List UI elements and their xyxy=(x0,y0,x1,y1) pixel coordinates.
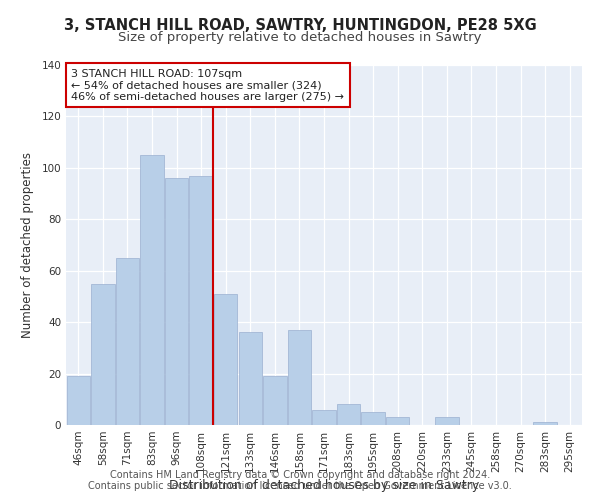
Bar xyxy=(386,418,409,425)
Text: 3, STANCH HILL ROAD, SAWTRY, HUNTINGDON, PE28 5XG: 3, STANCH HILL ROAD, SAWTRY, HUNTINGDON,… xyxy=(64,18,536,32)
Bar xyxy=(116,258,139,425)
Bar xyxy=(361,412,385,425)
Bar xyxy=(67,376,90,425)
Bar xyxy=(533,422,557,425)
Bar xyxy=(140,155,164,425)
Text: Size of property relative to detached houses in Sawtry: Size of property relative to detached ho… xyxy=(118,31,482,44)
Text: 3 STANCH HILL ROAD: 107sqm
← 54% of detached houses are smaller (324)
46% of sem: 3 STANCH HILL ROAD: 107sqm ← 54% of deta… xyxy=(71,68,344,102)
Bar xyxy=(288,330,311,425)
Text: Contains public sector information licensed under the Open Government Licence v3: Contains public sector information licen… xyxy=(88,481,512,491)
Bar xyxy=(165,178,188,425)
Text: Contains HM Land Registry data © Crown copyright and database right 2024.: Contains HM Land Registry data © Crown c… xyxy=(110,470,490,480)
Bar xyxy=(91,284,115,425)
Bar xyxy=(214,294,238,425)
Bar xyxy=(337,404,360,425)
Bar xyxy=(435,418,458,425)
Y-axis label: Number of detached properties: Number of detached properties xyxy=(22,152,34,338)
Bar xyxy=(239,332,262,425)
Bar xyxy=(263,376,287,425)
Bar xyxy=(313,410,335,425)
X-axis label: Distribution of detached houses by size in Sawtry: Distribution of detached houses by size … xyxy=(169,479,479,492)
Bar xyxy=(190,176,213,425)
